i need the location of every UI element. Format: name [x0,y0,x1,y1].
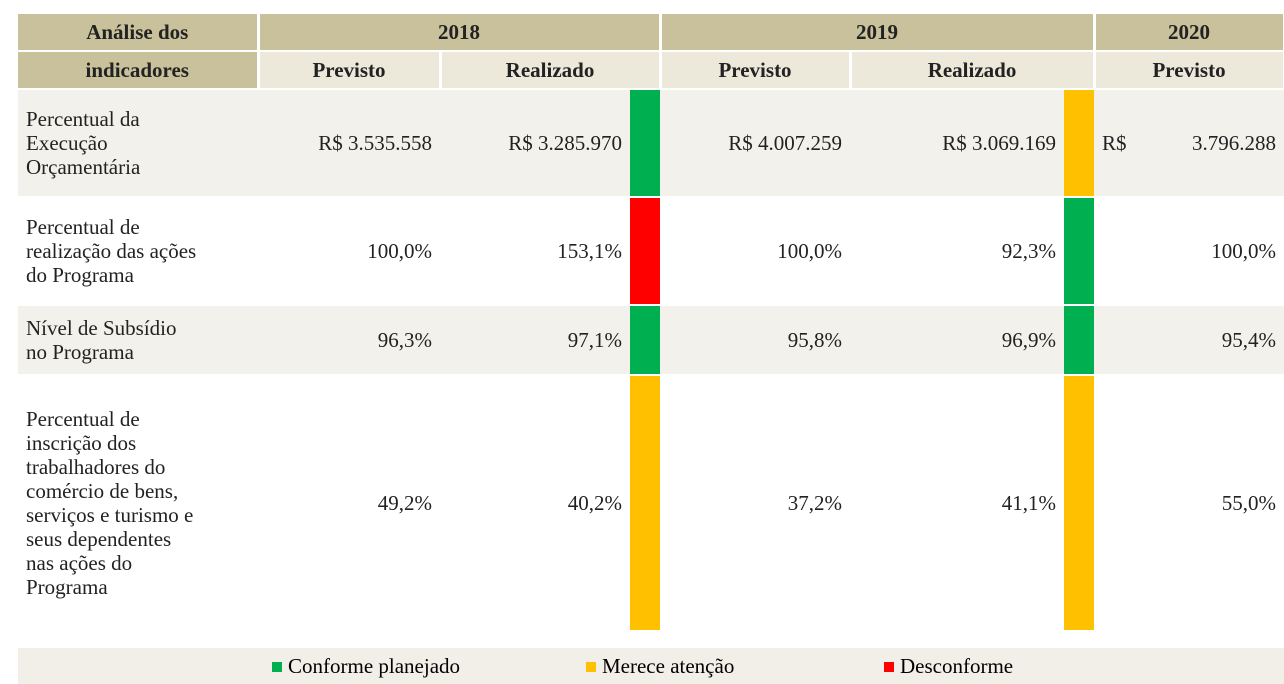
value-cell: 95,8% [660,305,851,376]
value-cell: 95,4% [1094,305,1284,376]
status-indicator [1064,197,1095,306]
legend-item: Merece atenção [586,654,734,679]
value-cell: 55,0% [1094,375,1284,632]
value-cell: 100,0% [258,197,440,306]
label-line: Percentual da [26,107,140,131]
row: Percentual de realização das ações do Prog… [18,197,1284,306]
status-indicator [1064,89,1095,198]
status-indicator [630,197,661,306]
label-line: trabalhadores do [26,455,166,479]
value-cell: R$ 4.007.259 [660,89,851,198]
subheader: Previsto [1094,51,1284,90]
value-cell: 49,2% [258,375,440,632]
corner-bottom: indicadores [18,51,260,90]
value-cell: 92,3% [850,197,1065,306]
label-line: serviços e turismo e [26,503,194,527]
value-cell: 96,3% [258,305,440,376]
legend-label: Desconforme [900,654,1014,678]
subheader: Realizado [850,51,1096,90]
legend-item: Desconforme [884,654,1013,679]
value-cell: 153,1% [440,197,630,306]
table-body: Percentual da Execução Orçamentária R$ 3.53… [18,89,1284,632]
label-line: no Programa [26,340,134,364]
value-cell: 40,2% [440,375,630,632]
status-indicator [1064,375,1095,632]
corner-top: Análise dos [18,14,260,52]
legend-item: Conforme planejado [272,654,460,679]
legend-swatch [884,661,894,672]
row-label: Nível de Subsídio no Programa [18,305,258,376]
year-header: 2020 [1094,14,1284,52]
legend-label: Conforme planejado [288,654,461,678]
subheader: Previsto [660,51,852,90]
value-cell: 41,1% [850,375,1065,632]
label-line: Execução [26,131,108,155]
row: Percentual da Execução Orçamentária R$ 3.53… [18,89,1284,198]
label-line: Nível de Subsídio [26,316,177,340]
row: Nível de Subsídio no Programa 96,3% 97,1% 95… [18,305,1284,376]
legend: Conforme planejado Merece atenção Desconfo… [18,648,1284,684]
value-cell: 100,0% [1094,197,1284,306]
value-cell: R$ 3.069.169 [850,89,1065,198]
status-indicator [630,375,661,632]
label-line: comércio de bens, [26,479,179,503]
row-label: Percentual de inscrição dos trabalhadores … [18,375,258,632]
label-line: seus dependentes [26,527,172,551]
year-header: 2019 [660,14,1096,52]
label-line: do Programa [26,263,134,287]
legend-swatch [586,661,596,672]
label-line: Percentual de [26,407,140,431]
row-label: Percentual de realização das ações do Prog… [18,197,258,306]
legend-label: Merece atenção [602,654,735,678]
subheader: Previsto [258,51,442,90]
status-indicator [630,305,661,376]
status-indicator [630,89,661,198]
value-cell: R$ 3.535.558 [258,89,440,198]
label-line: inscrição dos [26,431,137,455]
split-value: R$ 3.796.288 [1102,131,1276,156]
legend-swatch [272,661,282,672]
label-line: realização das ações [26,239,197,263]
value-part: 3.796.288 [1192,130,1277,155]
value-cell: 100,0% [660,197,851,306]
label-line: nas ações do [26,551,133,575]
value-cell: R$ 3.796.288 [1094,89,1284,198]
row-label: Percentual da Execução Orçamentária [18,89,258,198]
label-line: Programa [26,575,108,599]
label-line: Orçamentária [26,155,141,179]
value-cell: 96,9% [850,305,1065,376]
value-part: R$ [1102,130,1127,155]
label-line: Percentual de [26,215,140,239]
value-cell: 37,2% [660,375,851,632]
value-cell: R$ 3.285.970 [440,89,630,198]
indicator-table: Análise dos 2018 2019 2020 indicadores P… [18,14,1284,632]
year-header: 2018 [258,14,662,52]
value-cell: 97,1% [440,305,630,376]
row: Percentual de inscrição dos trabalhadores … [18,375,1284,632]
status-indicator [1064,305,1095,376]
subheader: Realizado [440,51,662,90]
